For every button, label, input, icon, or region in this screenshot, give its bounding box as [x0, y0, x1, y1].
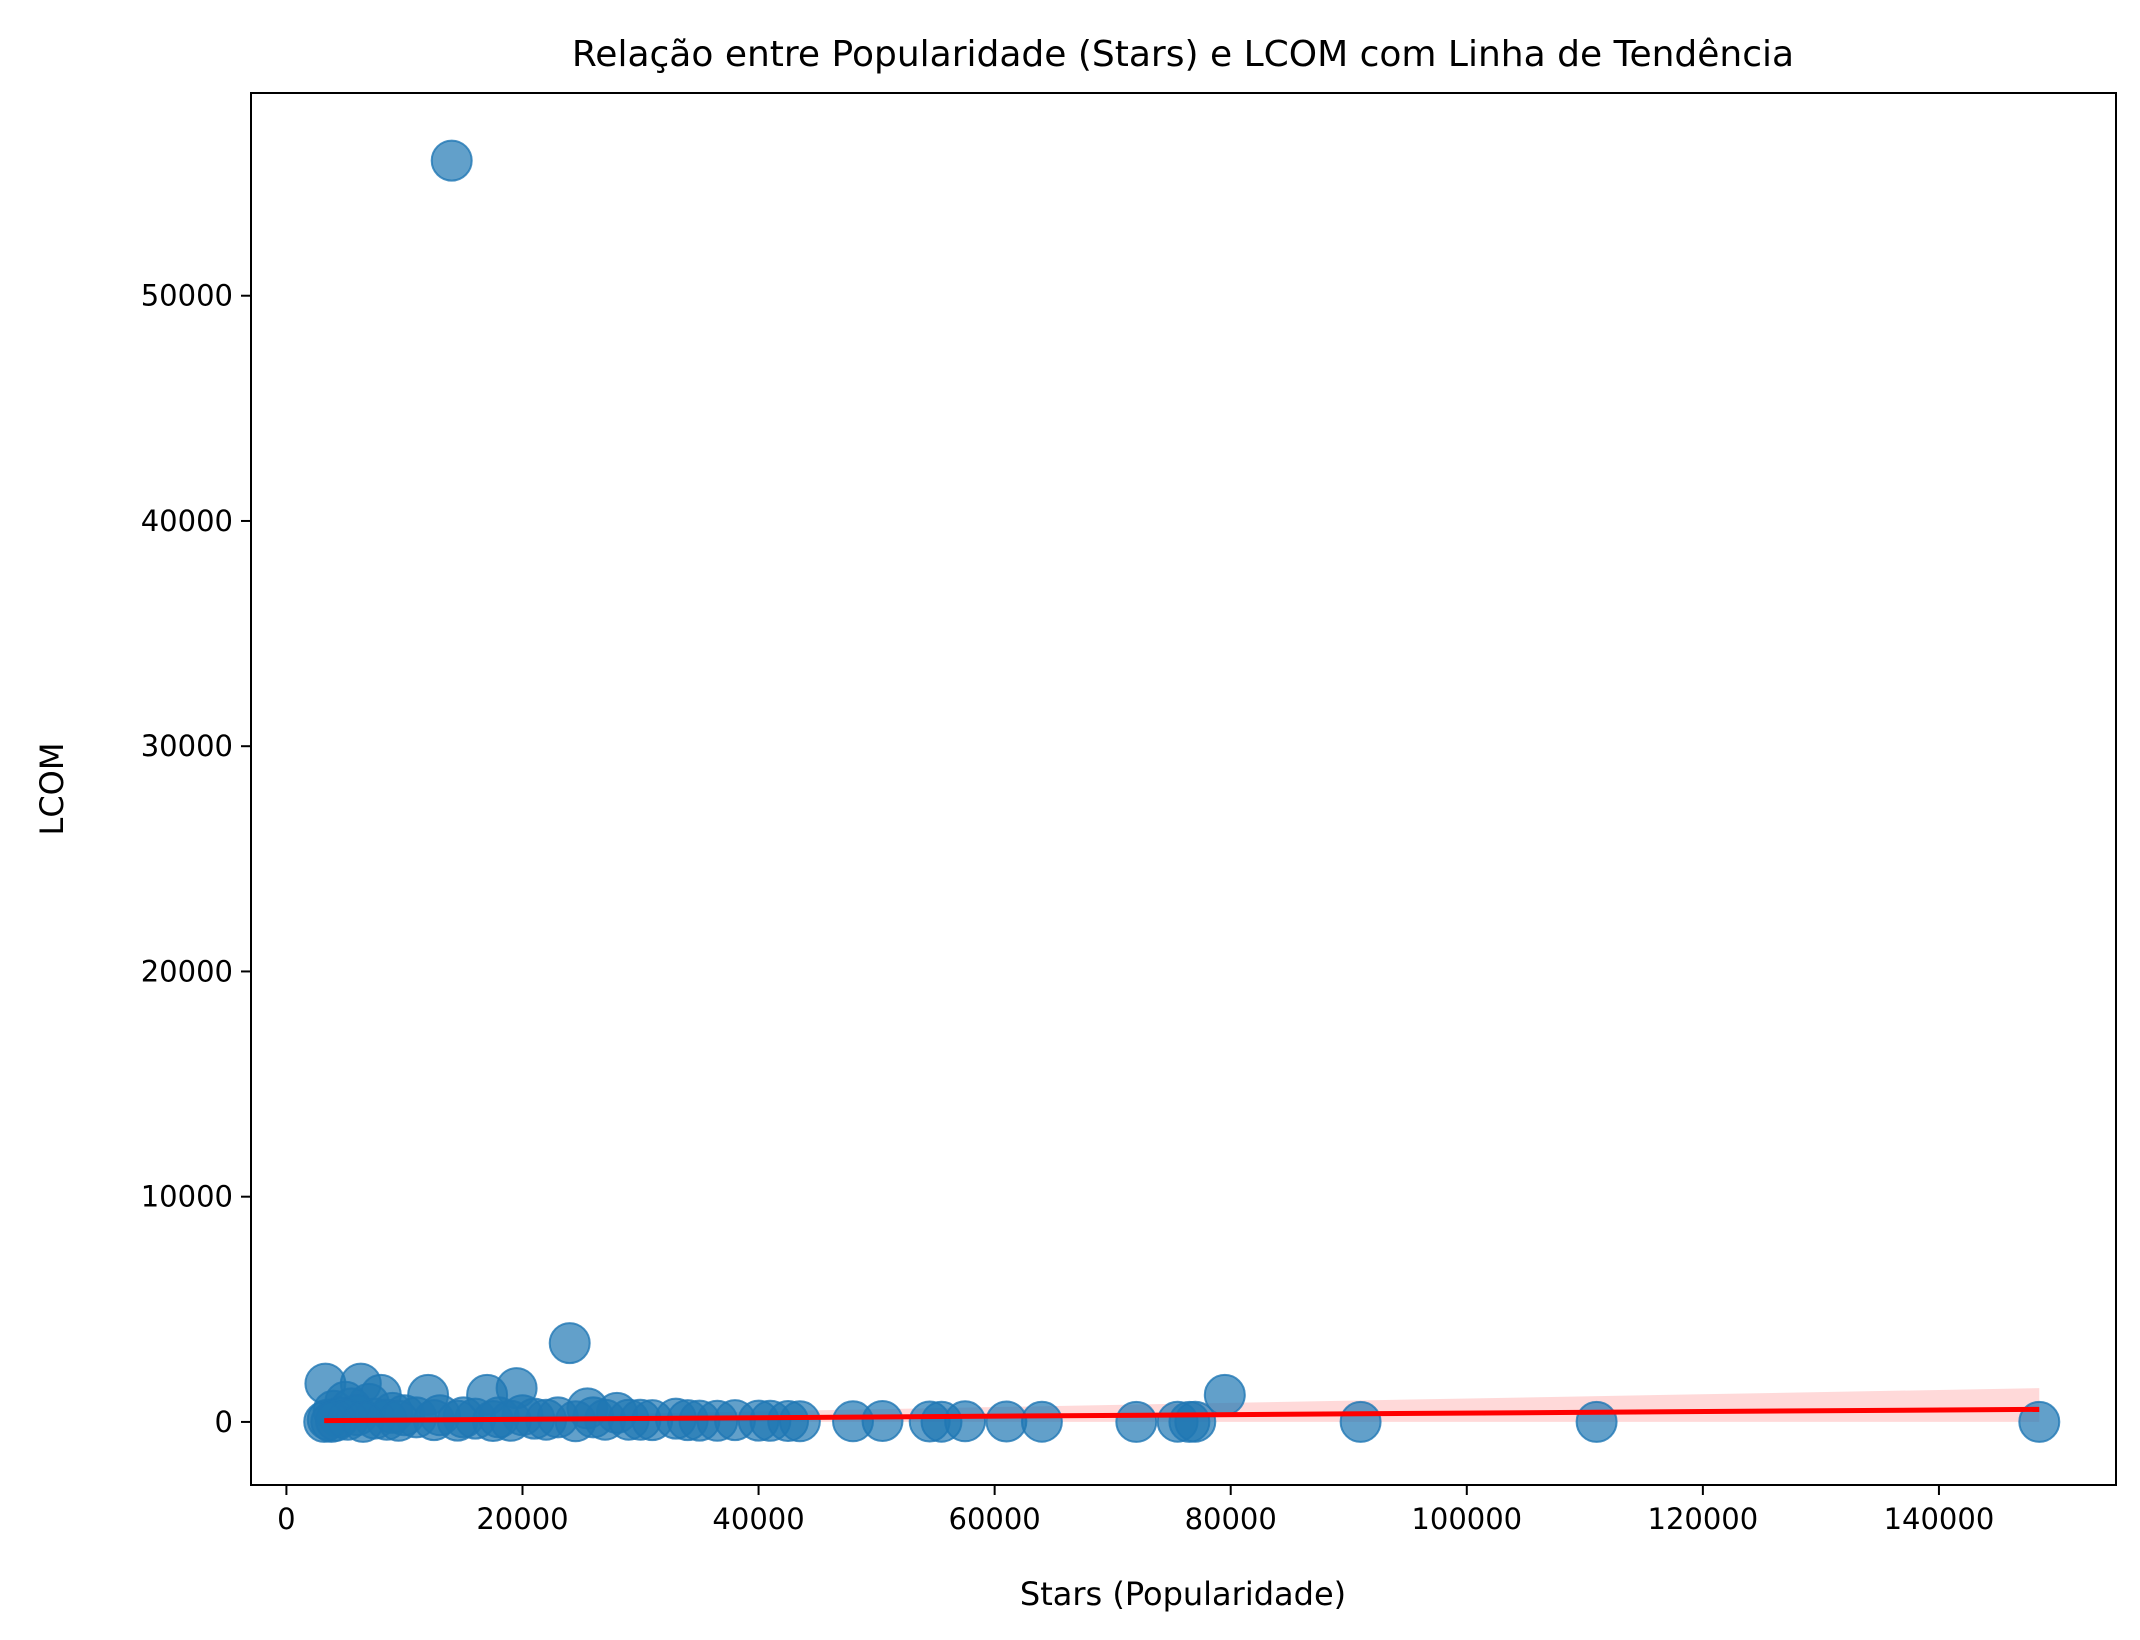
x-tick-label: 60000 [949, 1502, 1041, 1536]
data-point [778, 1400, 821, 1443]
x-tick-label: 140000 [1884, 1502, 1995, 1536]
x-axis-ticks: 0 20000 40000 60000 80000 100000 120000 140000 [277, 1485, 1994, 1536]
data-point [1020, 1400, 1063, 1443]
y-tick-label: 40000 [141, 504, 233, 538]
x-tick-label: 120000 [1648, 1502, 1759, 1536]
data-point [1174, 1400, 1217, 1443]
data-point [1575, 1400, 1618, 1443]
trend-line-layer [324, 1406, 2040, 1424]
data-point [2018, 1400, 2061, 1443]
x-tick-label: 80000 [1185, 1502, 1277, 1536]
x-tick-label: 40000 [712, 1502, 804, 1536]
y-axis-label: LCOM [33, 743, 71, 836]
y-tick-label: 50000 [141, 279, 233, 313]
data-point [985, 1400, 1028, 1443]
y-tick-label: 20000 [141, 954, 233, 988]
data-points [303, 139, 2061, 1443]
data-point [944, 1400, 987, 1443]
y-axis-ticks: 0 10000 20000 30000 40000 50000 [141, 279, 251, 1439]
x-tick-label: 100000 [1411, 1502, 1522, 1536]
x-tick-label: 20000 [476, 1502, 568, 1536]
data-point [1115, 1400, 1158, 1443]
data-point [861, 1400, 904, 1442]
chart-title: Relação entre Popularidade (Stars) e LCO… [572, 34, 1794, 75]
plot-frame [250, 92, 2117, 1486]
data-point [548, 1322, 591, 1365]
x-tick-label: 0 [277, 1502, 295, 1536]
data-point [430, 139, 473, 182]
y-tick-label: 30000 [141, 729, 233, 763]
trend-line [324, 1406, 2040, 1424]
x-axis-label: Stars (Popularidade) [1020, 1575, 1346, 1613]
y-tick-label: 0 [215, 1405, 233, 1439]
data-point [1339, 1400, 1382, 1443]
y-tick-label: 10000 [141, 1180, 233, 1214]
